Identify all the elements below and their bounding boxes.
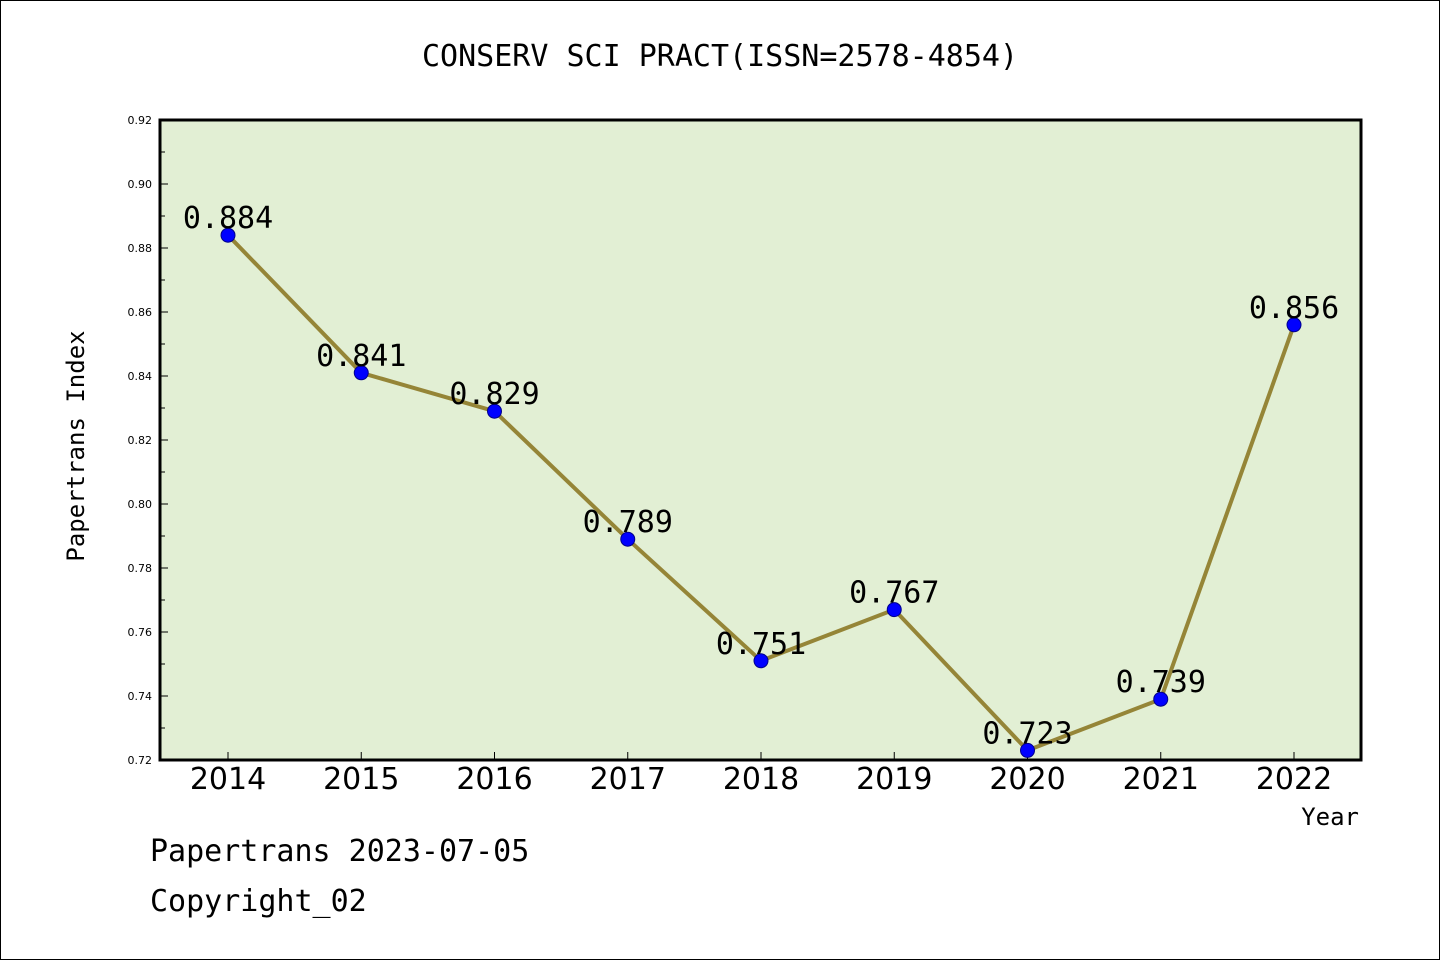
data-marker <box>886 602 902 618</box>
y-tick-label: 0.72 <box>128 754 153 767</box>
data-label: 0.789 <box>583 505 673 540</box>
x-tick-label: 2022 <box>1256 762 1332 797</box>
y-tick-label: 0.82 <box>128 434 153 447</box>
data-marker <box>1153 691 1169 707</box>
x-tick-label: 2021 <box>1123 762 1199 797</box>
x-tick-label: 2019 <box>856 762 932 797</box>
data-labels: 0.884 0.841 0.829 0.789 0.751 0.767 0.723 0.739… <box>183 201 1339 751</box>
data-label: 0.751 <box>716 627 806 662</box>
data-marker <box>1286 317 1302 333</box>
data-marker <box>353 365 369 381</box>
x-tick-label: 2016 <box>456 762 532 797</box>
data-markers <box>220 227 1302 758</box>
data-marker <box>220 227 236 243</box>
x-axis-ticks: 2014 2015 2016 2017 2018 2019 2020 2021 2022 <box>190 752 1332 797</box>
y-tick-label: 0.76 <box>128 626 153 639</box>
data-marker <box>487 403 502 419</box>
y-axis-label: Papertrans Index <box>62 330 90 561</box>
footer-date: Papertrans 2023-07-05 <box>150 834 530 869</box>
x-tick-label: 2017 <box>590 762 666 797</box>
data-label: 0.767 <box>849 576 939 611</box>
data-label: 0.829 <box>449 377 539 412</box>
x-tick-label: 2015 <box>323 762 399 797</box>
y-tick-label: 0.84 <box>128 370 153 383</box>
data-marker <box>620 531 636 547</box>
x-tick-label: 2014 <box>190 762 266 797</box>
chart-title: CONSERV SCI PRACT(ISSN=2578-4854) <box>422 39 1018 74</box>
y-tick-label: 0.80 <box>128 498 153 511</box>
x-tick-label: 2020 <box>989 762 1065 797</box>
data-label: 0.739 <box>1116 665 1206 700</box>
x-axis-label: Year <box>1301 803 1359 831</box>
data-marker <box>753 653 769 669</box>
data-label: 0.884 <box>183 201 273 236</box>
y-axis-ticks: 0.72 0.74 0.76 0.78 0.80 0.82 0.84 0.86 0.88 0.90… <box>128 114 168 767</box>
footer-copyright: Copyright_02 <box>150 884 367 919</box>
data-label: 0.856 <box>1249 291 1339 326</box>
y-tick-label: 0.92 <box>128 114 153 127</box>
data-label: 0.723 <box>982 716 1072 751</box>
y-tick-label: 0.88 <box>128 242 153 255</box>
x-tick-label: 2018 <box>723 762 799 797</box>
y-tick-label: 0.90 <box>128 178 153 191</box>
y-tick-label: 0.74 <box>128 690 153 703</box>
y-tick-label: 0.86 <box>128 306 153 319</box>
y-tick-label: 0.78 <box>128 562 153 575</box>
data-marker <box>1020 742 1035 758</box>
data-label: 0.841 <box>316 339 406 374</box>
